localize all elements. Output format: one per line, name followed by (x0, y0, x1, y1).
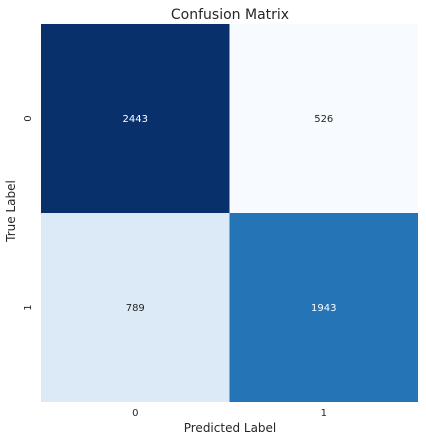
chart-title: Confusion Matrix (171, 7, 289, 23)
x-axis-label: Predicted Label (184, 421, 277, 435)
y-tick-label-0: 0 (23, 115, 34, 121)
heatmap-cells: 2443 526 789 1943 (41, 24, 418, 402)
cell-value-0-1: 526 (314, 114, 333, 125)
heatmap-cell-0-0 (41, 24, 230, 213)
y-axis-label: True Label (4, 180, 18, 243)
x-tick-label-1: 1 (321, 408, 327, 419)
x-tick-label-0: 0 (132, 408, 138, 419)
heatmap-cell-0-1 (229, 24, 418, 213)
y-tick-label-1: 1 (23, 304, 34, 310)
y-axis-ticks: 01 (23, 115, 34, 310)
heatmap-cell-1-1 (229, 213, 418, 402)
cell-value-1-0: 789 (126, 303, 145, 314)
cell-value-1-1: 1943 (311, 303, 336, 314)
heatmap-cell-1-0 (41, 213, 230, 402)
cell-value-0-0: 2443 (123, 114, 148, 125)
